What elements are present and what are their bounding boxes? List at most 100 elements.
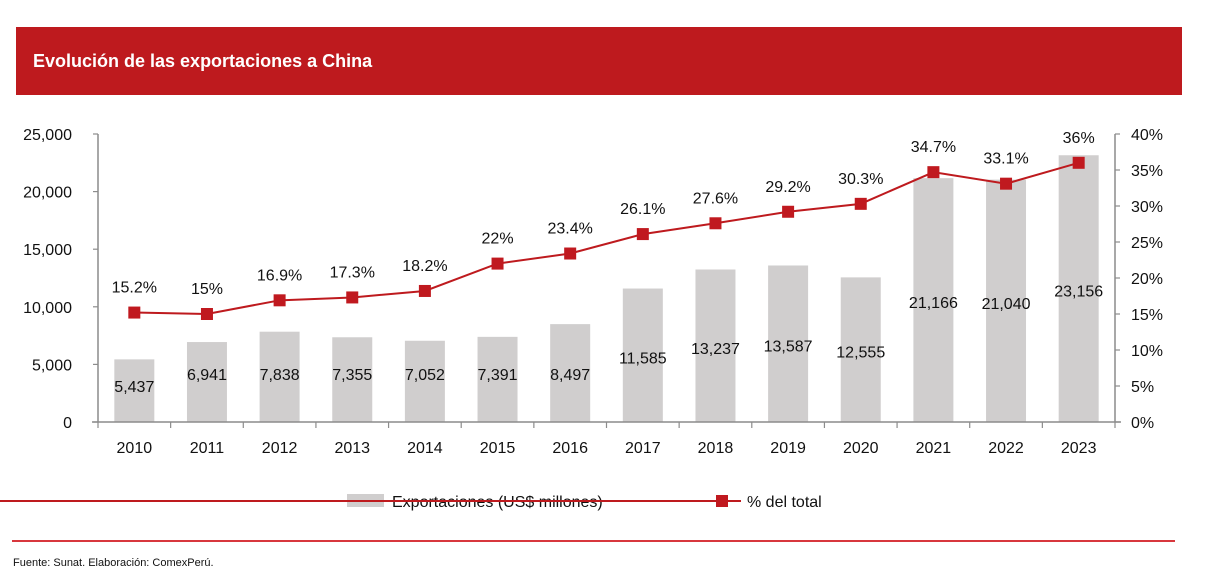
bar-data-label: 6,941 [187, 367, 227, 384]
title-bar: Evolución de las exportaciones a China [16, 27, 1182, 95]
line-marker-2016 [564, 247, 577, 260]
bar-2011 [186, 342, 227, 422]
bar-data-label: 7,355 [332, 367, 372, 384]
x-tick-label: 2019 [770, 440, 806, 457]
right-tick-label: 25% [1131, 235, 1163, 252]
line-data-label: 22% [482, 231, 514, 248]
bar-2017 [622, 288, 663, 422]
x-tick-label: 2023 [1061, 440, 1097, 457]
bar-2019 [768, 265, 809, 422]
right-tick-label: 40% [1131, 127, 1163, 144]
bar-2014 [404, 340, 445, 422]
bar-data-label: 7,838 [260, 367, 300, 384]
x-tick-label: 2011 [190, 440, 225, 457]
right-tick-label: 15% [1131, 307, 1163, 324]
legend-line-label: % del total [747, 494, 822, 511]
line-marker-2018 [709, 217, 722, 230]
line-data-label: 15% [191, 281, 223, 298]
x-tick-label: 2016 [552, 440, 588, 457]
line-marker-2013 [346, 291, 359, 304]
x-tick-label: 2018 [698, 440, 734, 457]
left-tick-label: 25,000 [23, 127, 72, 144]
line-marker-2020 [854, 197, 867, 210]
line-data-label: 33.1% [983, 151, 1028, 168]
x-tick-label: 2022 [988, 440, 1024, 457]
bar-2010 [114, 359, 155, 422]
line-data-label: 30.3% [838, 171, 883, 188]
x-tick-label: 2021 [916, 440, 952, 457]
line-marker-2012 [273, 294, 286, 307]
left-tick-label: 20,000 [23, 185, 72, 202]
x-tick-label: 2014 [407, 440, 443, 457]
line-group [128, 156, 1085, 320]
bar-data-label: 21,166 [909, 295, 958, 312]
line-data-label: 27.6% [693, 190, 738, 207]
bar-data-label: 11,585 [619, 350, 667, 367]
legend: Exportaciones (US$ millones) % del total [0, 494, 822, 511]
legend-bar-label: Exportaciones (US$ millones) [392, 494, 603, 511]
line-marker-2010 [128, 306, 141, 319]
line-marker-2015 [491, 257, 504, 270]
x-tick-label: 2010 [117, 440, 153, 457]
legend-line-marker [716, 495, 728, 507]
bar-data-label: 23,156 [1054, 284, 1103, 301]
percent-line [134, 161, 1079, 316]
line-marker-2011 [200, 308, 213, 320]
x-tick-label: 2015 [480, 440, 516, 457]
bar-2022 [986, 179, 1027, 422]
x-tick-label: 2012 [262, 440, 298, 457]
line-data-label: 26.1% [620, 201, 665, 218]
line-data-label: 15.2% [112, 280, 157, 297]
left-tick-label: 0 [63, 415, 72, 432]
bar-2020 [840, 277, 881, 422]
bar-data-label: 21,040 [982, 296, 1031, 313]
x-tick-label: 2017 [625, 440, 661, 457]
line-marker-2017 [636, 228, 649, 241]
right-tick-label: 0% [1131, 415, 1154, 432]
bar-data-label: 7,052 [405, 367, 445, 384]
bars-group [114, 155, 1099, 423]
line-labels-group: 15.2% 15% 16.9% 17.3% 18.2% 22% 23.4% 26.1% 27.6… [112, 130, 1095, 298]
right-tick-label: 20% [1131, 271, 1163, 288]
bar-2013 [332, 337, 373, 422]
left-tick-label: 15,000 [23, 242, 72, 259]
line-marker-2023 [1072, 156, 1085, 169]
bar-data-label: 13,587 [764, 339, 813, 356]
line-data-label: 36% [1063, 130, 1095, 147]
right-tick-label: 10% [1131, 343, 1163, 360]
right-tick-label: 5% [1131, 379, 1154, 396]
left-tick-label: 10,000 [23, 300, 72, 317]
source-note: Fuente: Sunat. Elaboración: ComexPerú. [13, 557, 214, 569]
bar-labels-group: 5,437 6,941 7,838 7,355 7,052 7,391 8,497 11,58… [114, 284, 1103, 396]
bar-data-label: 8,497 [550, 367, 590, 384]
right-tick-label: 35% [1131, 163, 1163, 180]
line-marker-2014 [418, 284, 431, 297]
line-marker-2019 [782, 205, 795, 218]
line-data-label: 23.4% [547, 221, 592, 238]
line-data-label: 17.3% [330, 264, 375, 281]
footer-divider [12, 540, 1175, 542]
bar-2012 [259, 331, 300, 422]
right-tick-label: 30% [1131, 199, 1163, 216]
chart-title: Evolución de las exportaciones a China [33, 51, 373, 71]
line-data-label: 18.2% [402, 258, 447, 275]
bar-data-label: 5,437 [114, 379, 154, 396]
bar-data-label: 13,237 [691, 341, 740, 358]
line-marker-2022 [1000, 177, 1013, 190]
bar-2021 [913, 178, 954, 422]
bar-2018 [695, 269, 736, 422]
line-marker-2021 [927, 166, 940, 179]
bar-data-label: 12,555 [836, 345, 885, 362]
bar-2023 [1058, 155, 1099, 423]
left-tick-label: 5,000 [32, 357, 72, 374]
line-data-label: 34.7% [911, 139, 956, 156]
axes-group: 0 5,000 10,000 15,000 20,000 25,000 0% 5% 10% 15%… [23, 127, 1163, 457]
bar-2015 [477, 336, 518, 422]
line-data-label: 29.2% [765, 179, 810, 196]
bar-data-label: 7,391 [478, 367, 518, 384]
x-tick-label: 2013 [334, 440, 370, 457]
bar-2016 [550, 324, 591, 422]
line-data-label: 16.9% [257, 267, 302, 284]
x-tick-label: 2020 [843, 440, 879, 457]
